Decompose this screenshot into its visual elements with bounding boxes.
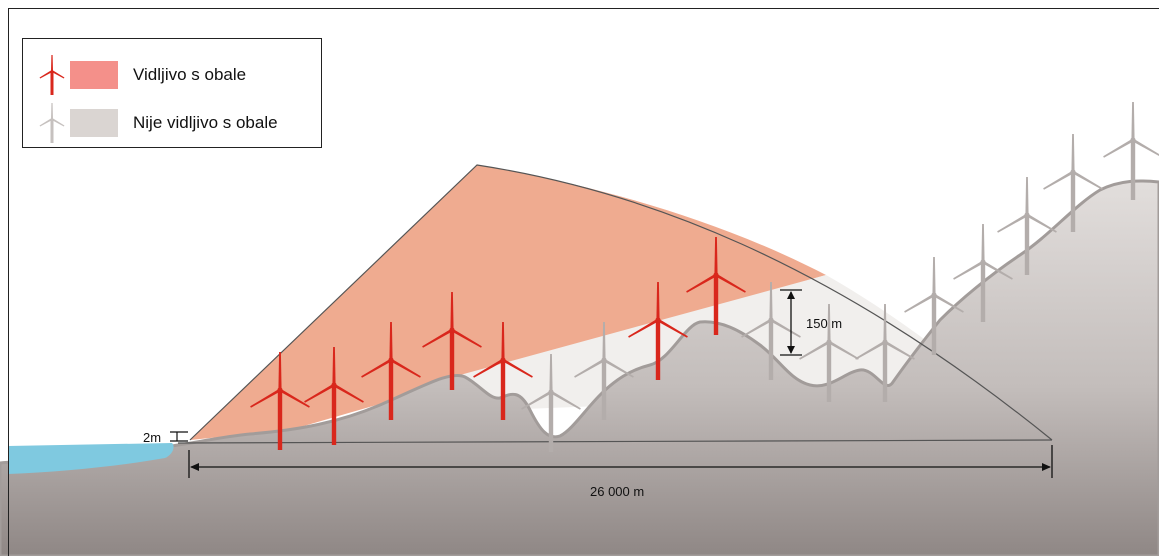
distance-marker (188, 445, 1053, 478)
observer-height-marker (170, 431, 188, 442)
legend-item-hidden: Nije vidljivo s obale (23, 101, 321, 143)
turbine-height-marker (780, 289, 802, 356)
observer-height-label: 2m (143, 430, 162, 445)
wind-turbine-red-icon (39, 55, 65, 95)
terrain (0, 179, 1159, 556)
wind-turbine-gray-icon (39, 103, 65, 143)
sea-level-line (177, 439, 1053, 444)
legend: Vidljivo s obale Nije vidljivo s obale (22, 38, 322, 148)
distance-label: 26 000 m (590, 484, 645, 499)
legend-swatch-hidden (70, 109, 118, 137)
legend-label-visible: Vidljivo s obale (133, 65, 247, 84)
sea (8, 443, 174, 474)
legend-item-visible: Vidljivo s obale (23, 53, 321, 95)
sight-boundary-line (189, 164, 1053, 441)
visible-zone (190, 165, 826, 440)
turbine-height-label: 150 m (806, 316, 843, 331)
legend-label-hidden: Nije vidljivo s obale (133, 113, 278, 132)
legend-swatch-visible (70, 61, 118, 89)
